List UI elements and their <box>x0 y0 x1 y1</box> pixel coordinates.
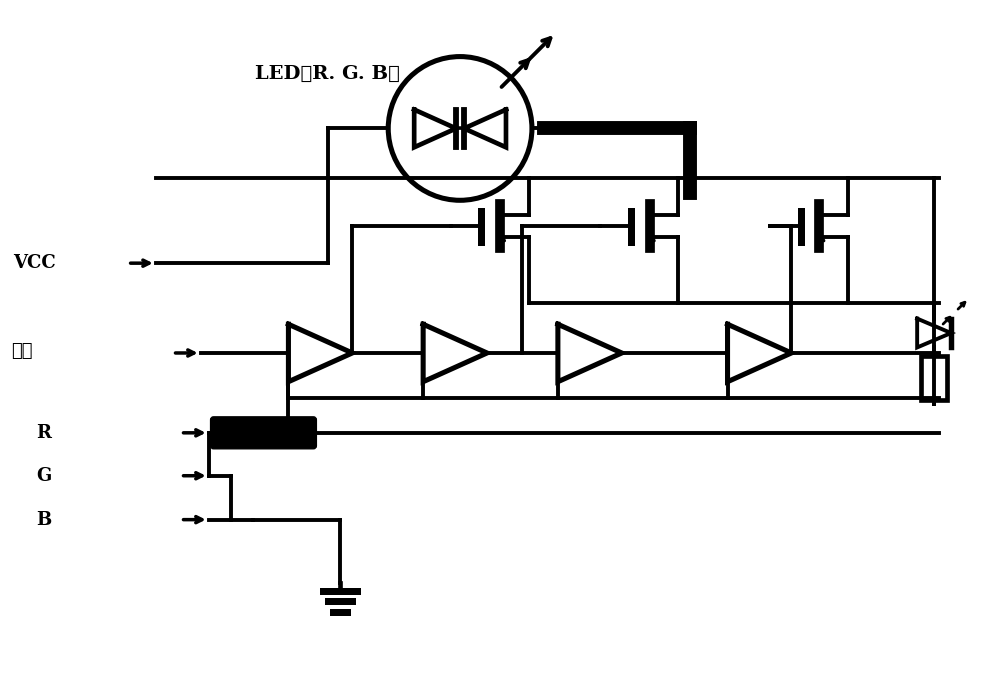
Text: LED（R. G. B）: LED（R. G. B） <box>255 65 400 83</box>
Bar <box>921 356 947 400</box>
Text: G: G <box>36 466 51 485</box>
Text: R: R <box>36 424 51 442</box>
Text: VCC: VCC <box>13 254 56 272</box>
Text: 控制: 控制 <box>11 342 32 360</box>
FancyBboxPatch shape <box>211 417 316 449</box>
Text: B: B <box>36 510 51 528</box>
